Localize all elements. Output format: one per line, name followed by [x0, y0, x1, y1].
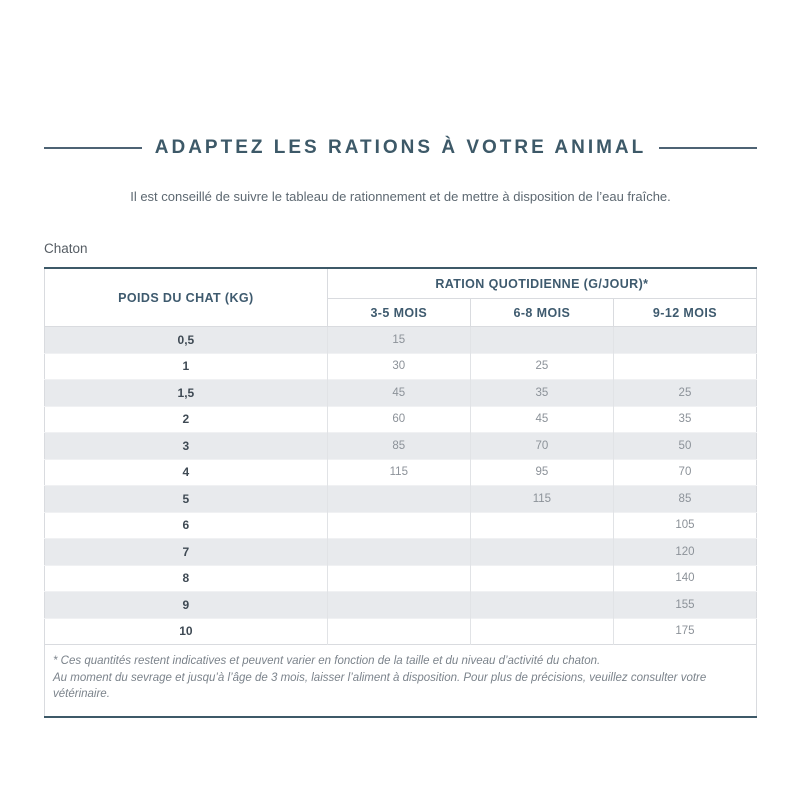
ration-table: POIDS DU CHAT (KG) RATION QUOTIDIENNE (G… [44, 267, 758, 719]
age-header-cell-6-8: 6-8 MOIS [469, 298, 614, 327]
table-row: 3 85 70 50 [44, 432, 757, 459]
title-rule-left [44, 147, 142, 149]
ration-cell: 35 [469, 379, 614, 406]
table-row: 1 30 25 [44, 352, 757, 380]
ration-cell: 85 [326, 432, 471, 459]
table-row: 5 115 85 [44, 485, 757, 512]
ration-cell: 115 [469, 485, 614, 512]
weight-cell: 8 [44, 564, 328, 592]
table-footer: * Ces quantités restent indicatives et p… [44, 644, 757, 718]
age-header-cell-9-12: 9-12 MOIS [612, 298, 758, 327]
ration-cell: 155 [612, 591, 757, 618]
ration-cell: 95 [469, 458, 614, 486]
ration-header-cell: RATION QUOTIDIENNE (G/JOUR)* [326, 267, 758, 299]
table-row: 7 120 [44, 538, 757, 565]
ration-cell [469, 326, 614, 353]
ration-cell: 25 [612, 379, 757, 406]
weight-cell: 4 [44, 458, 328, 486]
table-row: 0,5 15 [44, 326, 757, 353]
ration-cell: 15 [326, 326, 471, 353]
ration-cell: 25 [469, 352, 614, 380]
table-row: 2 60 45 35 [44, 405, 757, 433]
ration-cell [326, 591, 471, 618]
table-row: 9 155 [44, 591, 757, 618]
ration-cell [326, 511, 471, 539]
ration-cell: 45 [469, 405, 614, 433]
table-row: 4 115 95 70 [44, 458, 757, 486]
weight-cell: 7 [44, 538, 328, 565]
weight-header-cell: POIDS DU CHAT (KG) [44, 267, 328, 327]
ration-cell [469, 538, 614, 565]
ration-cell [469, 617, 614, 645]
ration-cell [326, 485, 471, 512]
table-row: 6 105 [44, 511, 757, 539]
ration-cell: 120 [612, 538, 757, 565]
title-rule-right [659, 147, 757, 149]
ration-cell: 175 [612, 617, 757, 645]
ration-cell [612, 326, 757, 353]
ration-cell [326, 617, 471, 645]
ration-cell [326, 564, 471, 592]
header-row-top: POIDS DU CHAT (KG) RATION QUOTIDIENNE (G… [44, 267, 758, 327]
ration-cell: 50 [612, 432, 757, 459]
header-row-sub: 3-5 MOIS 6-8 MOIS 9-12 MOIS [45, 298, 758, 327]
weight-cell: 1 [44, 352, 328, 380]
ration-cell: 45 [326, 379, 471, 406]
footnote-line-2: Au moment du sevrage et jusqu’à l’âge de… [53, 671, 707, 701]
content-block: ADAPTEZ LES RATIONS À VOTRE ANIMAL Il es… [44, 137, 758, 719]
weight-cell: 5 [44, 485, 328, 512]
footnote-line-1: * Ces quantités restent indicatives et p… [53, 655, 601, 667]
table-header: POIDS DU CHAT (KG) RATION QUOTIDIENNE (G… [44, 267, 758, 327]
ration-cell: 30 [326, 352, 471, 380]
table-body: 0,5 15 1 30 25 1,5 45 35 25 2 60 45 35 3 85 70 50 4 115 95 7… [44, 326, 757, 645]
ration-cell [469, 591, 614, 618]
ration-cell [469, 511, 614, 539]
footnote-row: * Ces quantités restent indicatives et p… [44, 644, 757, 718]
subtitle: Il est conseillé de suivre le tableau de… [130, 189, 671, 204]
ration-cell: 115 [326, 458, 471, 486]
weight-cell: 1,5 [44, 379, 328, 406]
weight-cell: 0,5 [44, 326, 328, 353]
page-title: ADAPTEZ LES RATIONS À VOTRE ANIMAL [154, 137, 647, 158]
ration-cell: 85 [612, 485, 757, 512]
table-footnote: * Ces quantités restent indicatives et p… [44, 644, 757, 718]
table-row: 8 140 [44, 564, 757, 592]
ration-cell: 105 [612, 511, 757, 539]
ration-cell: 70 [469, 432, 614, 459]
title-row: ADAPTEZ LES RATIONS À VOTRE ANIMAL [44, 137, 757, 159]
ration-cell [326, 538, 471, 565]
weight-cell: 10 [44, 617, 328, 645]
weight-cell: 9 [44, 591, 328, 618]
ration-cell [469, 564, 614, 592]
section-label: Chaton [44, 241, 88, 256]
table-row: 1,5 45 35 25 [44, 379, 757, 406]
ration-cell [612, 352, 757, 380]
age-header-cell-3-5: 3-5 MOIS [326, 298, 471, 327]
ration-cell: 60 [326, 405, 471, 433]
weight-cell: 6 [44, 511, 328, 539]
table-row: 10 175 [44, 617, 757, 645]
ration-cell: 35 [612, 405, 757, 433]
ration-cell: 70 [612, 458, 757, 486]
weight-cell: 2 [44, 405, 328, 433]
weight-cell: 3 [44, 432, 328, 459]
ration-cell: 140 [612, 564, 757, 592]
